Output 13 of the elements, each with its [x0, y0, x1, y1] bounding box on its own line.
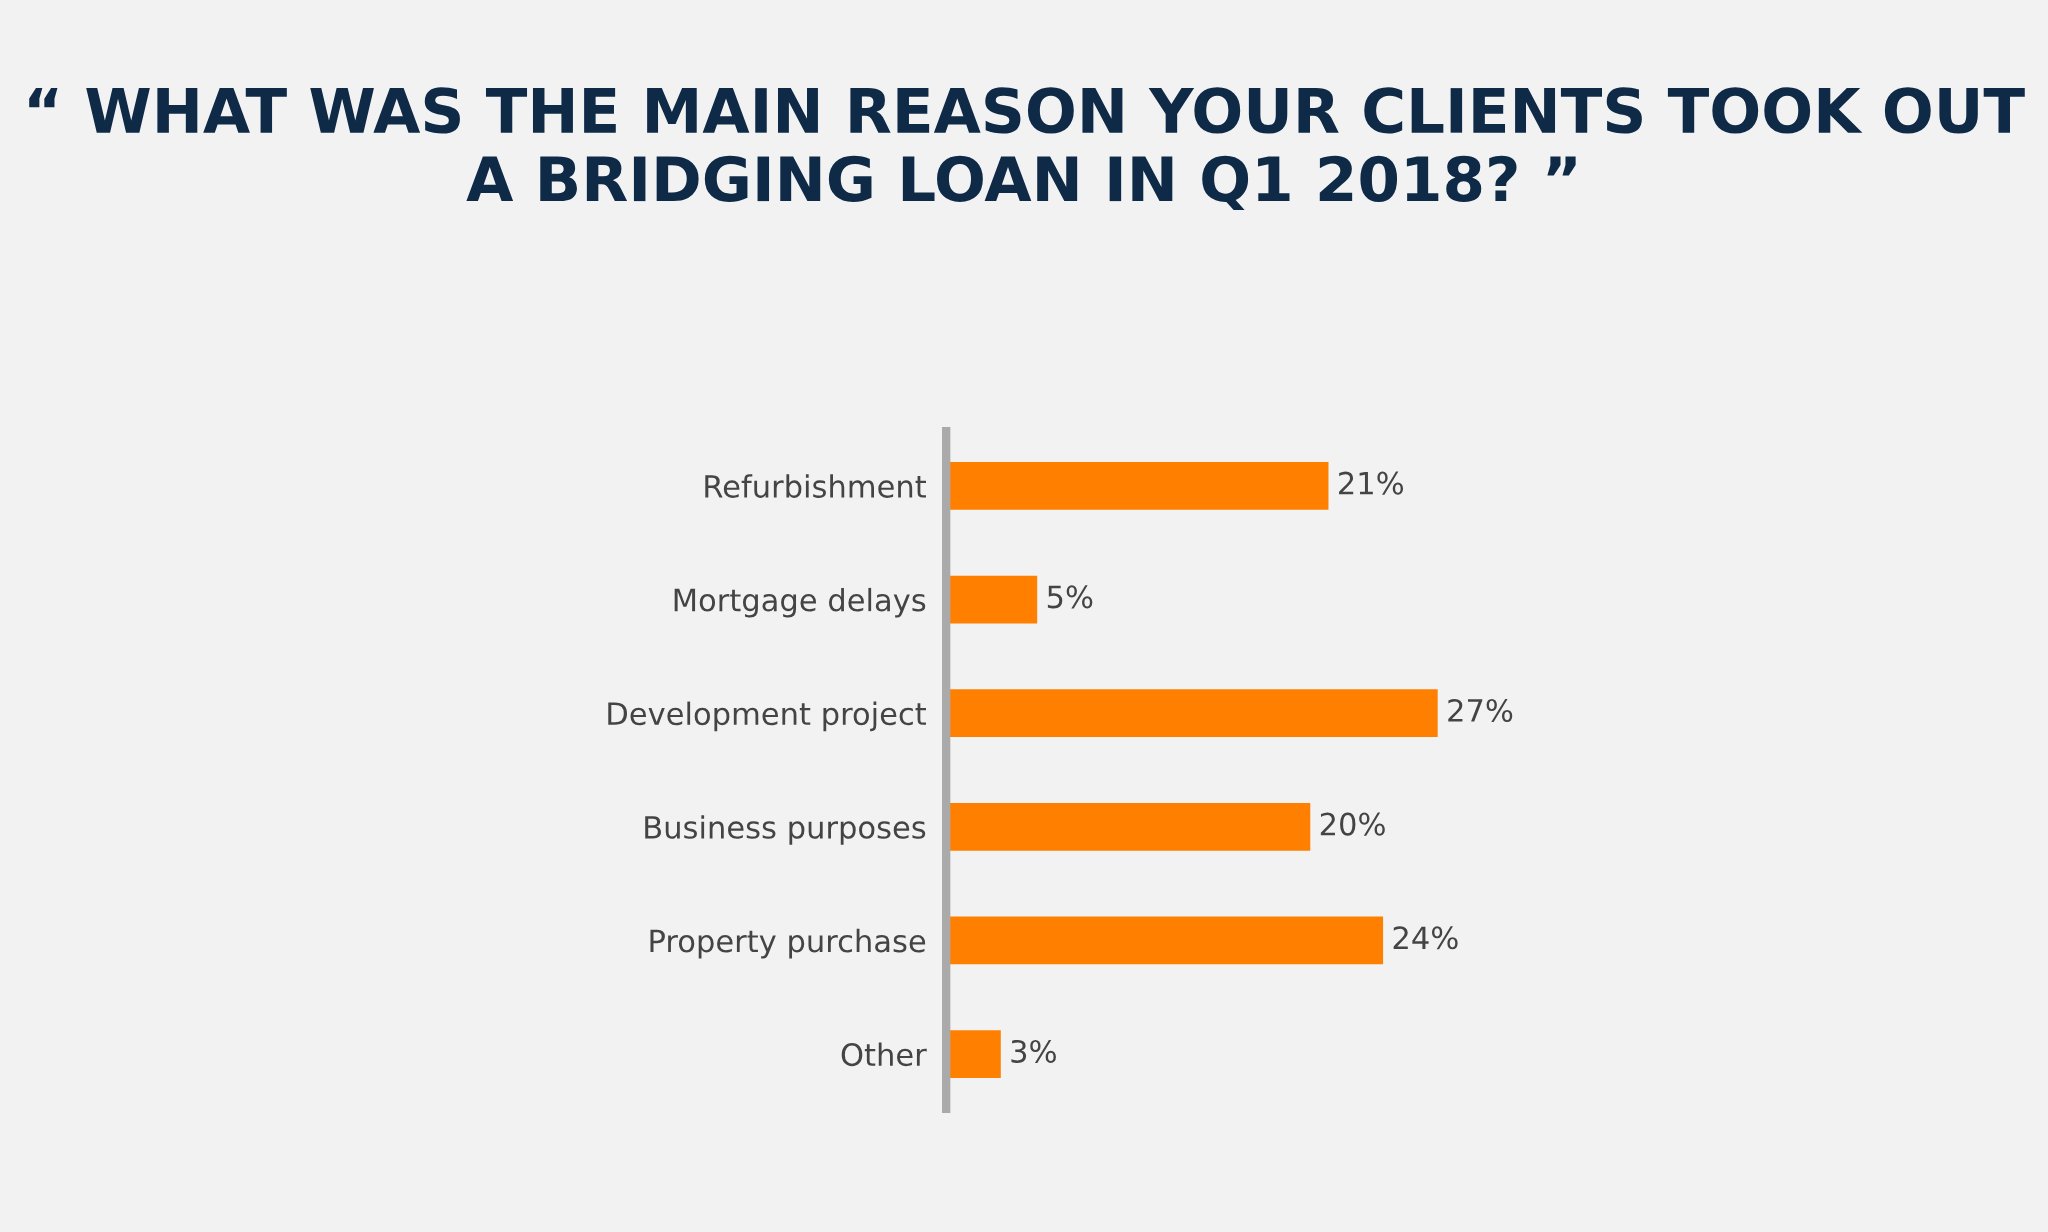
y-tick-label: Business purposes: [645, 815, 926, 845]
chart-title: “ WHAT WAS THE MAIN REASON YOUR CLIENTS TOOK OUT A BRIDGING LOAN IN Q1 2018? ”: [29, 87, 2025, 211]
y-tick-label: Development project: [608, 701, 926, 732]
data-label: 21%: [1339, 471, 1404, 495]
data-label: 27%: [1448, 698, 1513, 723]
y-tick-label: Refurbishment: [705, 474, 926, 498]
y-tick-label: Mortgage delays: [674, 587, 926, 618]
data-label: 3%: [1011, 1039, 1056, 1063]
data-label: 20%: [1320, 812, 1385, 836]
y-tick-label: Other: [841, 1042, 927, 1067]
data-label: 24%: [1393, 926, 1458, 950]
y-tick-label: Property purchase: [650, 928, 926, 959]
data-label: 5%: [1047, 585, 1093, 609]
